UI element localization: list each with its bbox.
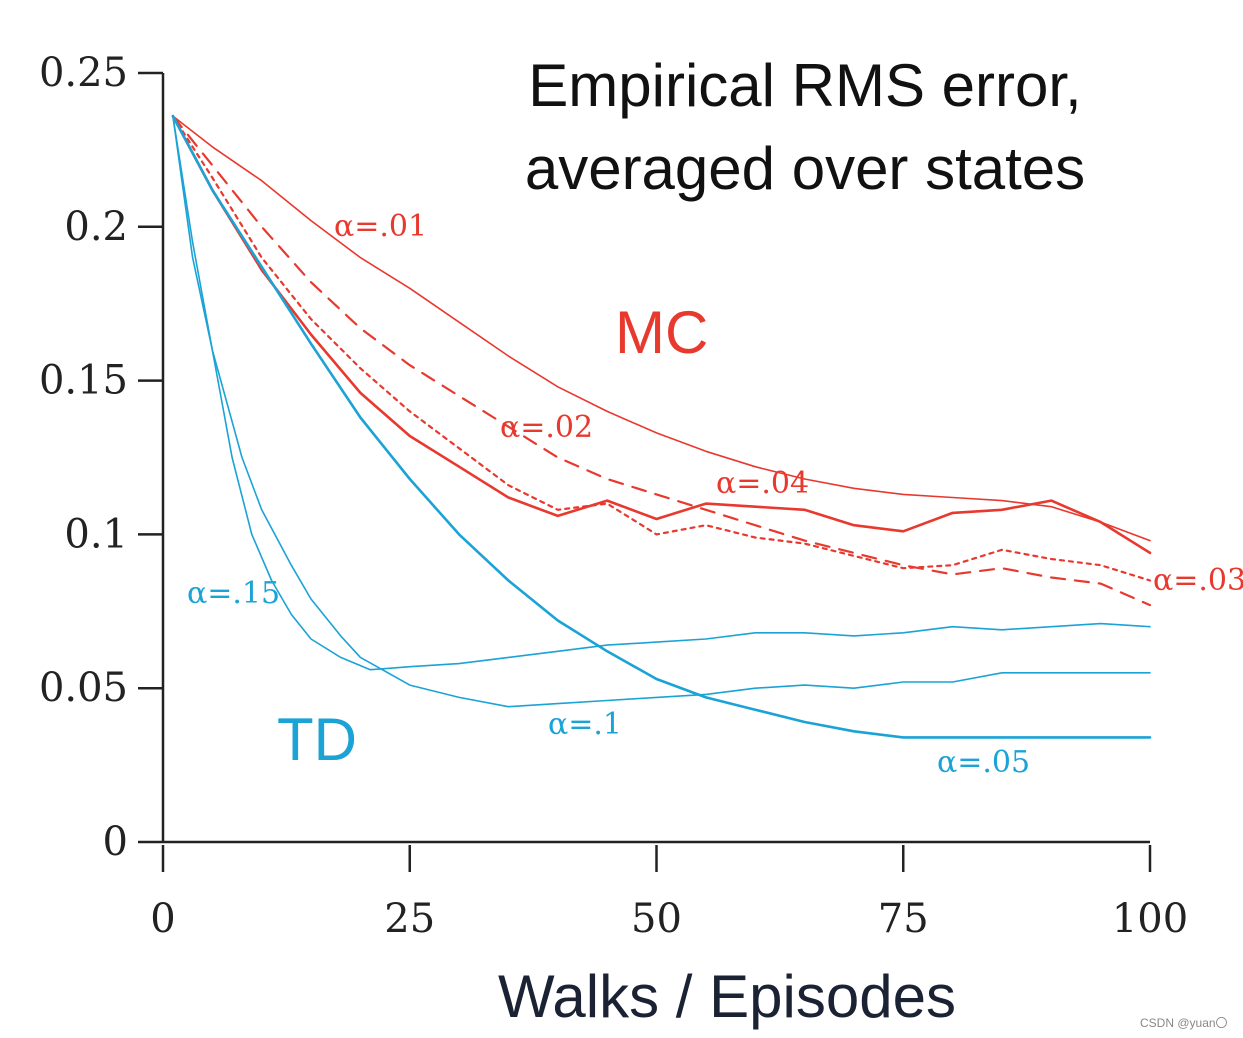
x-tick-label: 50 [631,896,682,942]
series-line-td-4 [171,114,1152,739]
y-tick-label: 0.15 [39,358,128,404]
mc-group-label: MC [615,299,708,366]
chart-title-line-1: Empirical RMS error, [528,52,1081,119]
series-line-mc-1 [171,115,1152,607]
label-mc-alpha-01: α=.01 [334,209,427,244]
y-tick-label: 0.25 [39,50,128,96]
series-layer [171,114,1152,739]
x-ticks: 0 25 50 75 100 [150,845,1188,942]
label-td-alpha-1: α=.1 [548,707,622,742]
x-tick-label: 25 [384,896,435,942]
y-tick-label: 0.05 [39,665,128,711]
chart-title-line-2: averaged over states [525,135,1085,202]
label-td-alpha-05: α=.05 [937,745,1030,780]
series-line-mc-3 [171,114,1152,555]
x-tick-label: 75 [878,896,929,942]
x-tick-label: 100 [1112,896,1188,942]
x-tick-label: 0 [150,896,175,942]
td-group-label: TD [277,706,357,773]
label-td-alpha-15: α=.15 [187,576,280,611]
x-axis-label: Walks / Episodes [498,963,956,1030]
y-tick-label: 0 [103,819,128,865]
series-line-td-6 [172,115,1151,671]
series-line-mc-0 [172,115,1151,542]
y-ticks: 0 0.05 0.1 0.15 0.2 0.25 [39,50,163,865]
axes [161,73,1150,844]
watermark: CSDN @yuan〇 [1140,1016,1228,1030]
series-line-td-5 [172,115,1151,708]
series-line-mc-2 [171,115,1152,582]
label-mc-alpha-04: α=.04 [716,466,809,501]
y-tick-label: 0.1 [64,511,128,557]
y-tick-label: 0.2 [64,204,128,250]
label-mc-alpha-02: α=.02 [500,410,593,445]
label-mc-alpha-03: α=.03 [1153,563,1243,598]
